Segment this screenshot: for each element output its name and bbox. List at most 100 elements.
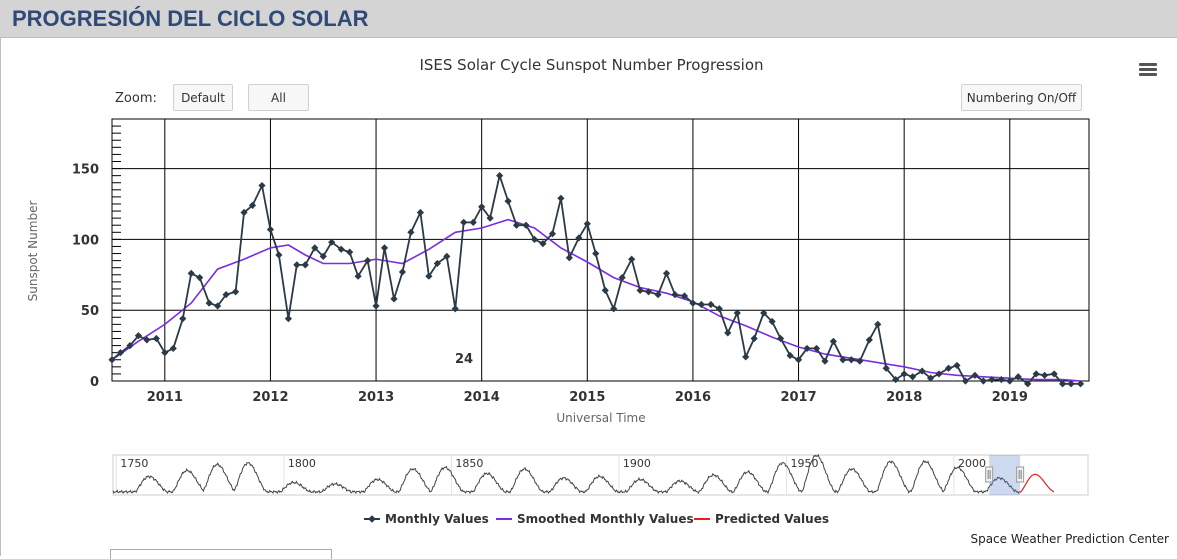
x-tick-label: 2017 bbox=[780, 390, 816, 405]
monthly-point bbox=[812, 344, 821, 353]
monthly-point bbox=[944, 364, 953, 372]
navigator-left-handle[interactable] bbox=[985, 466, 994, 483]
navigator-right-handle[interactable] bbox=[1016, 466, 1025, 483]
y-tick-label: 100 bbox=[72, 233, 99, 248]
monthly-point bbox=[354, 272, 362, 280]
page-title: PROGRESIÓN DEL CICLO SOLAR bbox=[12, 6, 369, 31]
x-axis-label: Universal Time bbox=[556, 411, 645, 425]
y-axis-label: Sunspot Number bbox=[26, 201, 40, 302]
monthly-point bbox=[222, 291, 230, 299]
y-minor-ticks bbox=[112, 118, 121, 382]
monthly-point bbox=[575, 234, 583, 242]
monthly-point bbox=[231, 288, 240, 296]
navigator-year-label: 2000 bbox=[958, 457, 986, 470]
legend-item[interactable]: Smoothed Monthly Values bbox=[496, 512, 694, 526]
monthly-point bbox=[760, 309, 768, 317]
monthly-point bbox=[865, 336, 873, 344]
zoom-label: Zoom: bbox=[115, 91, 157, 106]
monthly-point bbox=[909, 373, 917, 381]
monthly-point bbox=[733, 309, 741, 317]
legend-item[interactable]: Predicted Values bbox=[694, 512, 829, 526]
monthly-point bbox=[539, 240, 547, 248]
monthly-point bbox=[530, 235, 539, 243]
dropdown-box[interactable] bbox=[110, 549, 332, 559]
monthly-point bbox=[258, 181, 266, 190]
monthly-point bbox=[724, 329, 732, 337]
monthly-point bbox=[301, 261, 309, 269]
x-tick-label: 2011 bbox=[147, 390, 183, 405]
monthly-point bbox=[179, 315, 187, 323]
monthly-point bbox=[829, 337, 837, 345]
monthly-point bbox=[1041, 371, 1049, 379]
monthly-point bbox=[715, 305, 723, 313]
monthly-point bbox=[644, 288, 653, 296]
monthly-point bbox=[662, 269, 671, 277]
monthly-point bbox=[654, 291, 662, 299]
monthly-point bbox=[248, 201, 257, 209]
monthly-point bbox=[1024, 380, 1032, 388]
monthly-point bbox=[856, 357, 864, 365]
monthly-point bbox=[364, 257, 372, 265]
monthly-point bbox=[328, 238, 336, 246]
smoothed-series-line bbox=[111, 218, 1081, 382]
x-tick-label: 2019 bbox=[992, 390, 1028, 405]
monthly-point bbox=[874, 320, 882, 328]
monthly-point bbox=[997, 375, 1005, 384]
monthly-point bbox=[926, 374, 935, 382]
monthly-point bbox=[512, 221, 521, 229]
monthly-point bbox=[169, 344, 177, 353]
monthly-point bbox=[240, 208, 248, 217]
monthly-point bbox=[187, 269, 195, 277]
x-tick-label: 2018 bbox=[886, 390, 922, 405]
zoom-default-button[interactable]: Default bbox=[173, 84, 233, 111]
monthly-point bbox=[583, 220, 591, 228]
monthly-point bbox=[697, 300, 705, 309]
monthly-point bbox=[380, 244, 389, 252]
monthly-point bbox=[900, 370, 908, 378]
monthly-point bbox=[451, 305, 459, 313]
monthly-point bbox=[398, 268, 407, 276]
legend-item[interactable]: Monthly Values bbox=[364, 512, 489, 526]
monthly-point bbox=[1067, 380, 1075, 388]
monthly-point bbox=[416, 208, 425, 217]
monthly-point bbox=[390, 295, 398, 303]
monthly-point bbox=[953, 361, 961, 370]
monthly-point bbox=[496, 172, 504, 180]
numbering-toggle-button[interactable]: Numbering On/Off bbox=[961, 84, 1082, 111]
monthly-point bbox=[443, 252, 451, 260]
frame-border bbox=[0, 38, 1, 556]
monthly-point bbox=[311, 244, 319, 252]
x-tick-label: 2015 bbox=[569, 390, 605, 405]
monthly-point bbox=[134, 332, 143, 340]
navigator-selection[interactable] bbox=[989, 455, 1021, 495]
legend-label: Smoothed Monthly Values bbox=[517, 512, 694, 526]
monthly-point bbox=[636, 286, 644, 294]
monthly-point bbox=[557, 194, 565, 202]
monthly-point bbox=[918, 367, 926, 375]
monthly-point bbox=[707, 300, 715, 309]
zoom-all-button[interactable]: All bbox=[248, 84, 309, 111]
monthly-point bbox=[478, 203, 486, 211]
monthly-point bbox=[592, 249, 600, 258]
monthly-point bbox=[425, 272, 433, 280]
monthly-point bbox=[689, 299, 697, 307]
monthly-point bbox=[847, 356, 855, 364]
monthly-point bbox=[469, 218, 477, 226]
monthly-point bbox=[214, 302, 222, 310]
monthly-point bbox=[803, 344, 811, 353]
monthly-point bbox=[979, 377, 987, 385]
monthly-point bbox=[266, 225, 275, 234]
monthly-point bbox=[776, 334, 785, 343]
monthly-point bbox=[116, 349, 125, 357]
navigator: 1750 1800 1850 1900 1950 2000 bbox=[112, 453, 1089, 496]
monthly-point bbox=[196, 274, 204, 282]
hamburger-menu-icon[interactable] bbox=[1139, 63, 1157, 79]
monthly-point bbox=[293, 261, 301, 269]
legend-label: Monthly Values bbox=[385, 512, 489, 526]
monthly-point bbox=[750, 334, 758, 343]
monthly-point bbox=[628, 255, 636, 263]
monthly-point bbox=[522, 221, 530, 229]
monthly-point bbox=[565, 254, 573, 262]
credit-text: Space Weather Prediction Center bbox=[970, 532, 1169, 546]
